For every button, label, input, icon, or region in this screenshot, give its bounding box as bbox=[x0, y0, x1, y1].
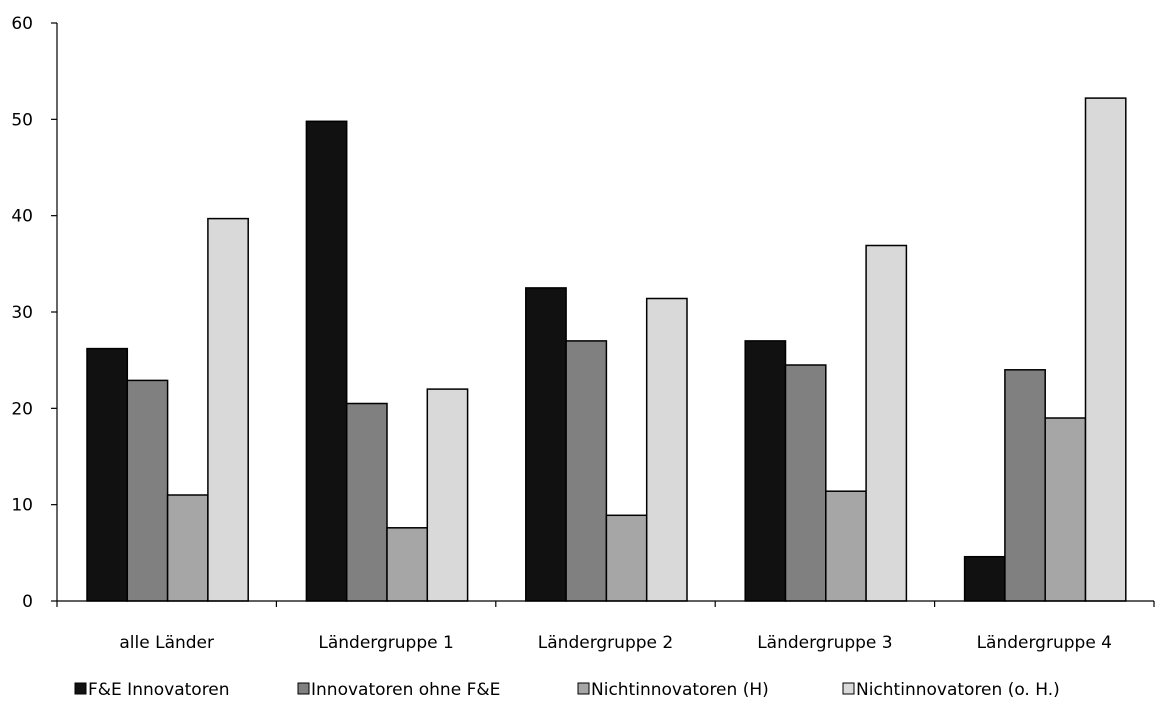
bar-3-5 bbox=[1044, 417, 1087, 602]
legend: F&E Innovatoren Innovatoren ohne F&E Nicht… bbox=[74, 680, 1060, 700]
legend-swatch bbox=[74, 682, 87, 695]
bar-4-2 bbox=[426, 388, 469, 602]
x-tick-label: Ländergruppe 2 bbox=[538, 633, 673, 653]
bar-3-3 bbox=[605, 514, 648, 602]
legend-swatch bbox=[842, 682, 855, 695]
bar-4-1 bbox=[207, 217, 249, 602]
bar-2-4 bbox=[784, 364, 827, 602]
bar-1-5 bbox=[963, 555, 1006, 602]
bar-2-2 bbox=[345, 402, 388, 602]
x-tick-label: Ländergruppe 3 bbox=[757, 633, 892, 653]
bar-2-3 bbox=[565, 340, 608, 602]
axes-layer: 0 10 20 30 40 50 60 alle Länder Ländergruppe 1 Lä… bbox=[11, 14, 1155, 653]
legend-swatch bbox=[577, 682, 590, 695]
bar-1-1 bbox=[86, 347, 129, 602]
bar-1-2 bbox=[305, 120, 348, 602]
bar-1-4 bbox=[744, 340, 787, 602]
bar-4-5 bbox=[1084, 97, 1127, 602]
bar-2-5 bbox=[1004, 369, 1046, 602]
bar-4-3 bbox=[645, 297, 688, 602]
y-tick-label: 20 bbox=[11, 399, 33, 419]
y-tick-label: 30 bbox=[11, 303, 33, 323]
y-tick-label: 60 bbox=[11, 14, 33, 34]
bar-1-3 bbox=[525, 287, 567, 602]
legend-label: Innovatoren ohne F&E bbox=[311, 680, 500, 700]
x-tick-label: Ländergruppe 4 bbox=[977, 633, 1112, 653]
bar-4-4 bbox=[865, 244, 908, 602]
bar-3-2 bbox=[386, 527, 429, 602]
y-tick-label: 40 bbox=[11, 207, 33, 227]
bar-3-4 bbox=[825, 490, 867, 602]
y-tick-label: 10 bbox=[11, 496, 33, 516]
bar-2-1 bbox=[126, 379, 169, 602]
y-tick-label: 50 bbox=[11, 110, 33, 130]
legend-label: Nichtinnovatoren (o. H.) bbox=[856, 680, 1060, 700]
legend-label: Nichtinnovatoren (H) bbox=[591, 680, 769, 700]
bar-3-1 bbox=[166, 494, 209, 602]
y-tick-label: 0 bbox=[22, 592, 33, 612]
legend-label: F&E Innovatoren bbox=[88, 680, 230, 700]
legend-swatch bbox=[297, 682, 310, 695]
bars-layer bbox=[86, 97, 1127, 602]
x-tick-label: alle Länder bbox=[119, 633, 214, 653]
x-tick-label: Ländergruppe 1 bbox=[318, 633, 453, 653]
